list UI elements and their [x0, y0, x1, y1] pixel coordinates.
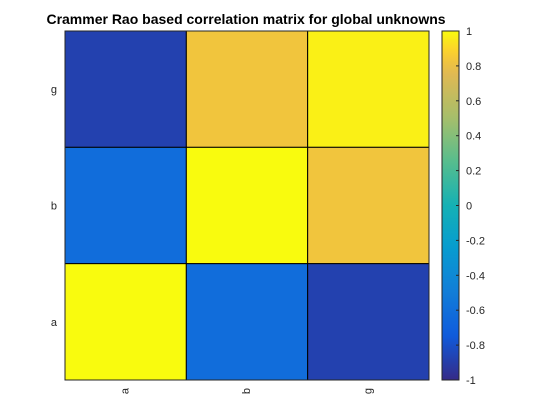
colorbar-tick-label: 0.4 — [466, 131, 481, 143]
colorbar-tick-label: -0.2 — [466, 235, 485, 247]
heatmap-cell-g-g — [307, 30, 430, 148]
colorbar-tick-label: -0.8 — [466, 340, 485, 352]
colorbar-tick-label: 0.6 — [466, 96, 481, 108]
heatmap-cell-b-b — [185, 146, 309, 265]
heatmap-cell-g-b — [185, 30, 309, 148]
x-tick-label-b: b — [241, 388, 253, 394]
heatmap-cell-g-a — [64, 30, 187, 148]
heatmap-cell-b-a — [64, 146, 187, 265]
colorbar-tick-label: 0 — [466, 201, 472, 213]
colorbar-tick-label: 1 — [466, 26, 472, 38]
colorbar-tick-label: -0.4 — [466, 270, 485, 282]
y-tick-label-g: g — [51, 84, 57, 96]
colorbar-tick-label: 0.2 — [466, 166, 481, 178]
colorbar-tick-label: -0.6 — [466, 305, 485, 317]
plot-frame — [64, 30, 430, 381]
x-tick-label-a: a — [120, 387, 132, 394]
colorbar-tick-label: -1 — [466, 375, 476, 387]
heatmap-axes: g b a a b g — [51, 30, 430, 394]
heatmap-cell-a-g — [307, 263, 430, 381]
colorbar-tick-label: 0.8 — [466, 61, 481, 73]
heatmap-cells — [64, 30, 430, 381]
heatmap-cell-a-a — [64, 263, 187, 381]
y-tick-label-b: b — [51, 201, 57, 213]
heatmap-cell-a-b — [185, 263, 309, 381]
chart-title: Crammer Rao based correlation matrix for… — [46, 11, 445, 27]
heatmap-cell-b-g — [307, 146, 430, 265]
x-tick-label-g: g — [362, 388, 374, 394]
colorbar: -1 -0.8 -0.6 -0.4 -0.2 0 0.2 0.4 0.6 0.8 1 — [441, 26, 485, 387]
y-tick-label-a: a — [51, 317, 58, 329]
